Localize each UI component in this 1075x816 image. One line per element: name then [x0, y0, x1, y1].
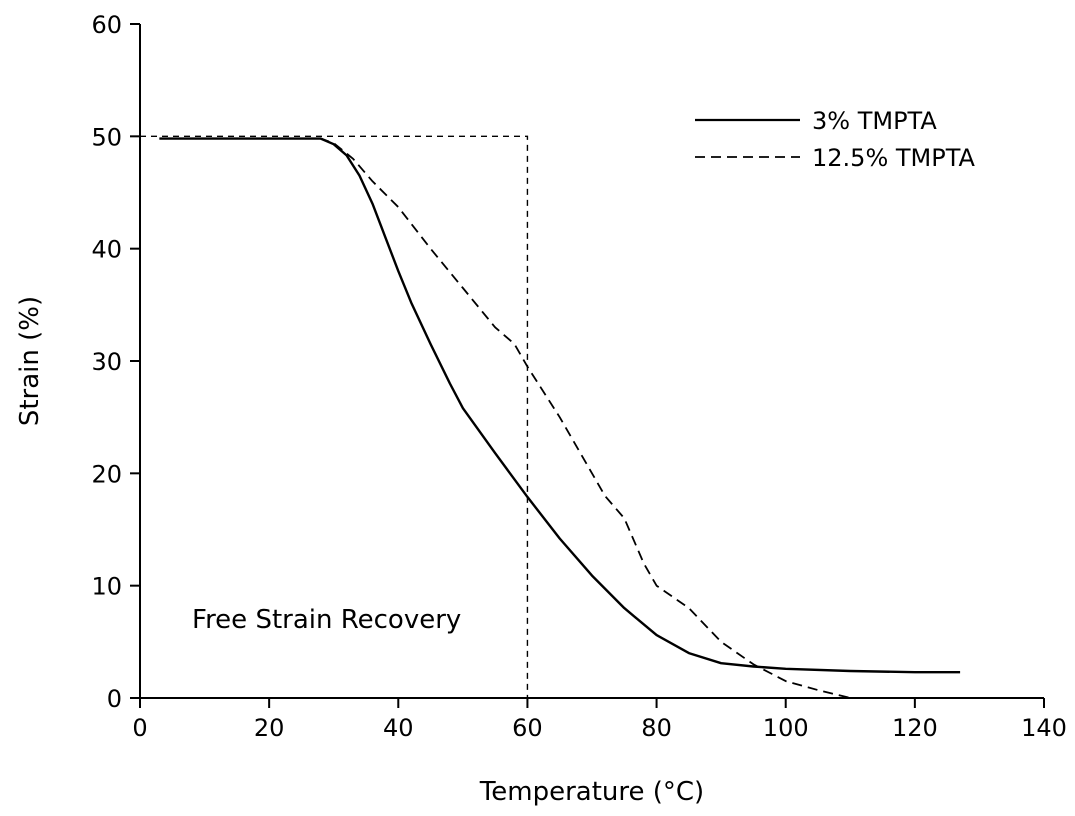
- series-line-12-5pct-tmpta: [159, 137, 851, 699]
- x-tick-label-100: 100: [763, 714, 809, 742]
- series-line-3pct-tmpta: [159, 137, 961, 674]
- free-strain-recovery-reference-line: [140, 135, 529, 698]
- free-strain-recovery-annotation: Free Strain Recovery: [192, 605, 461, 635]
- legend-label-3pct-tmpta: 3% TMPTA: [812, 107, 937, 135]
- y-tick-label-40: 40: [91, 236, 122, 264]
- y-axis-title: Strain (%): [15, 296, 45, 426]
- x-tick-label-0: 0: [132, 714, 147, 742]
- legend: 3% TMPTA 12.5% TMPTA: [695, 107, 976, 172]
- x-axis-title: Temperature (°C): [479, 777, 704, 807]
- x-tick-label-120: 120: [892, 714, 938, 742]
- y-tick-label-0: 0: [107, 685, 122, 713]
- x-tick-label-20: 20: [254, 714, 285, 742]
- x-tick-label-80: 80: [641, 714, 672, 742]
- x-tick-label-40: 40: [383, 714, 414, 742]
- axes: 0 20 40 60 80 100 120 140 0 10 20 30 40 50 60: [91, 11, 1066, 742]
- legend-label-12-5pct-tmpta: 12.5% TMPTA: [812, 144, 976, 172]
- x-tick-label-60: 60: [512, 714, 543, 742]
- y-tick-label-30: 30: [91, 348, 122, 376]
- y-tick-label-10: 10: [91, 573, 122, 601]
- y-tick-label-20: 20: [91, 460, 122, 488]
- y-tick-label-50: 50: [91, 123, 122, 151]
- plot-area: [140, 135, 961, 699]
- x-tick-label-140: 140: [1021, 714, 1067, 742]
- y-tick-label-60: 60: [91, 11, 122, 39]
